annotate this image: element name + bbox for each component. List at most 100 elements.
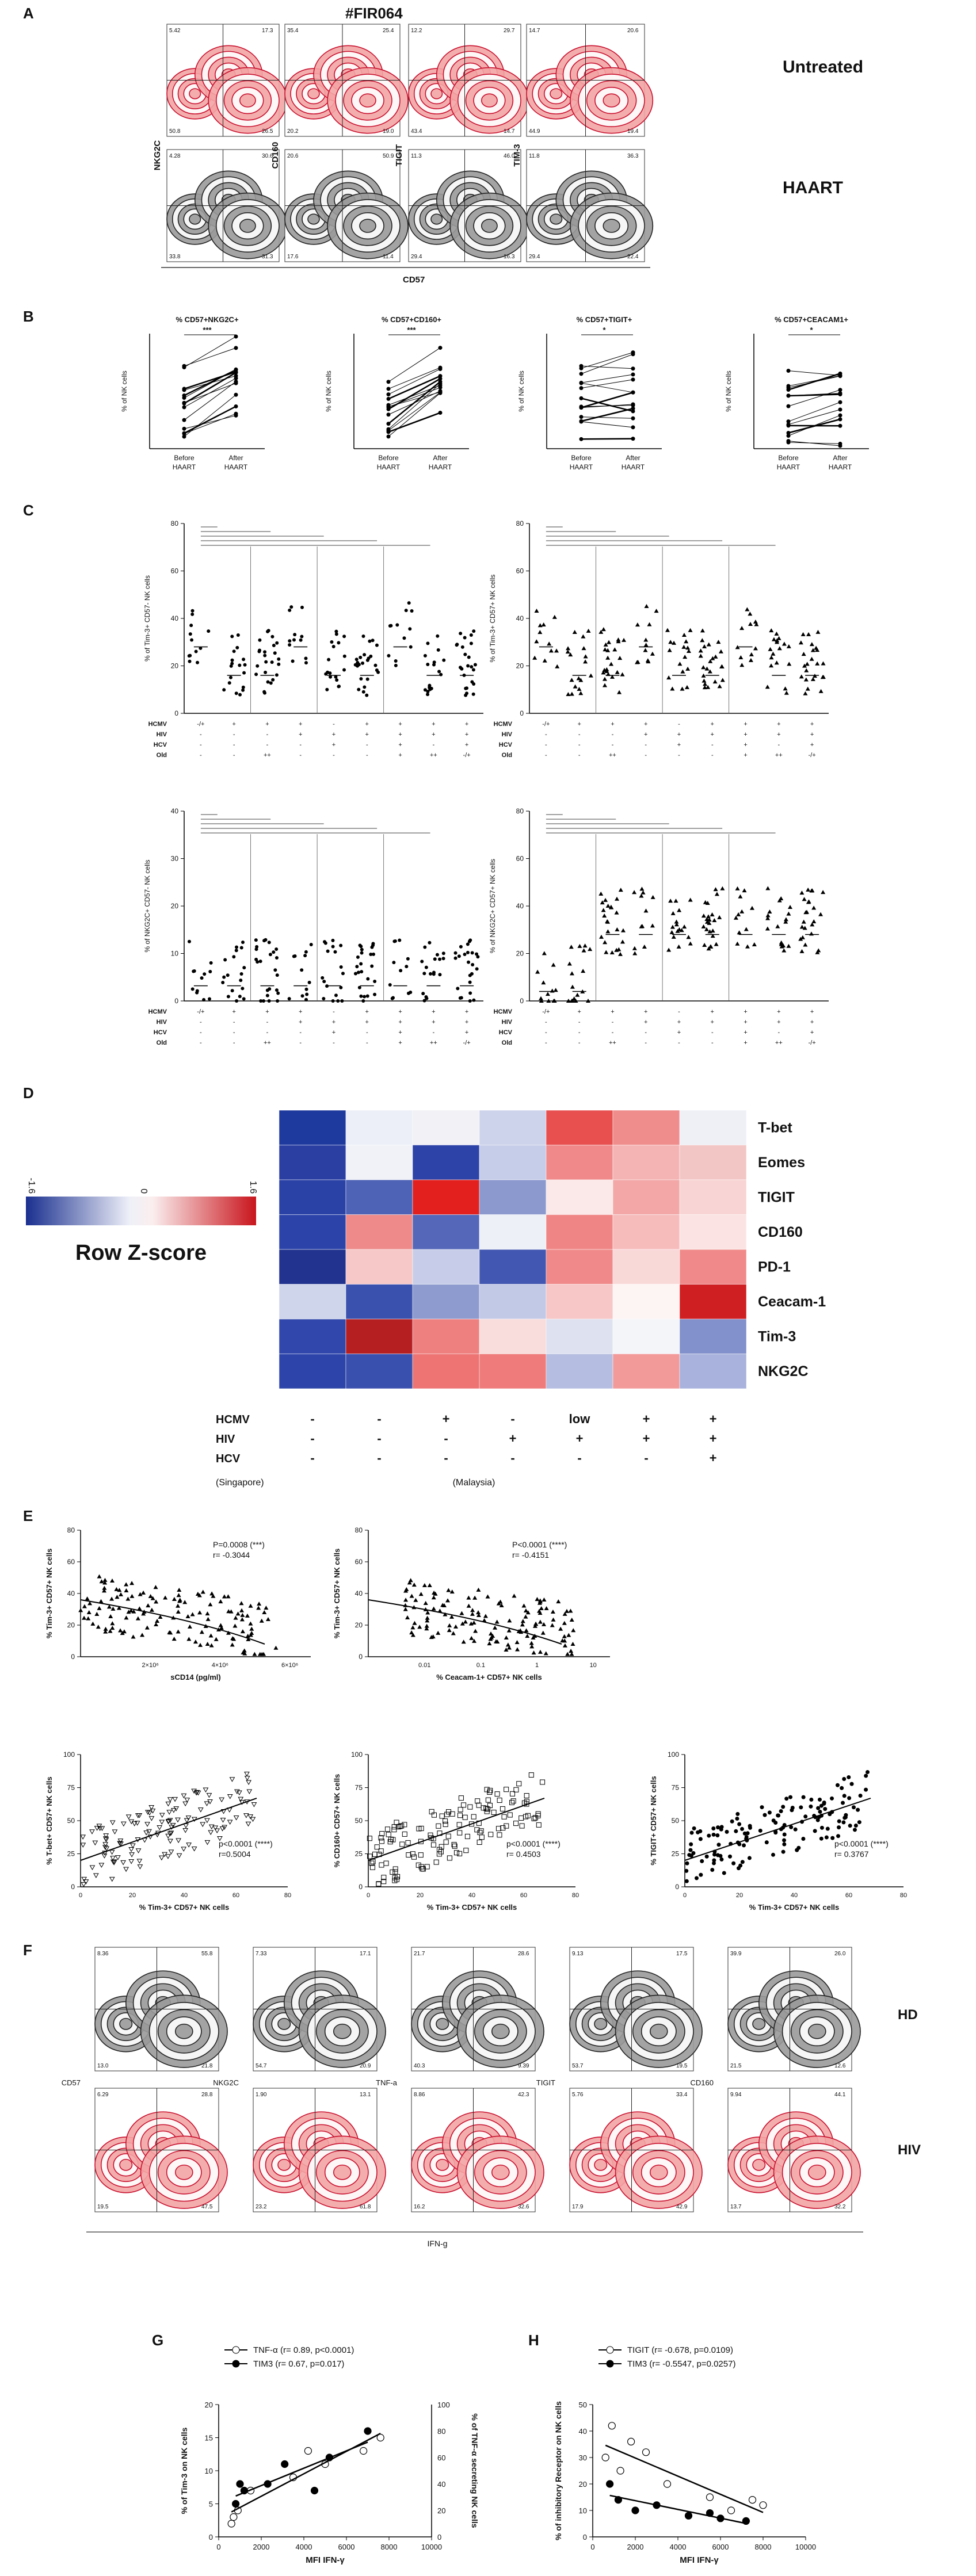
panel-e-point bbox=[372, 1851, 378, 1857]
panel-c-point bbox=[468, 980, 472, 984]
panel-c-point bbox=[289, 605, 293, 609]
panel-c-group-sign: + bbox=[644, 731, 647, 738]
panel-c-point bbox=[821, 890, 826, 895]
panel-c-point bbox=[552, 614, 557, 619]
panel-c-point bbox=[337, 685, 341, 689]
chart-point-tim3 bbox=[364, 2427, 372, 2435]
contour-ring bbox=[119, 2017, 133, 2030]
panel-c-group-sign: - bbox=[299, 752, 302, 759]
panel-c-point bbox=[230, 658, 234, 662]
panel-b-pair-line bbox=[581, 405, 634, 407]
panel-c-point bbox=[470, 951, 474, 955]
panel-e-point bbox=[249, 1626, 254, 1631]
panel-c-point bbox=[460, 645, 464, 649]
panel-c-point bbox=[361, 690, 365, 694]
panel-c-point bbox=[222, 975, 226, 979]
panel-e-point bbox=[96, 1625, 101, 1629]
heatmap-cell bbox=[612, 1284, 680, 1320]
panel-e-point bbox=[392, 1869, 398, 1875]
panel-c-point bbox=[552, 999, 557, 1003]
panel-c-point bbox=[357, 687, 361, 691]
panel-e-point bbox=[412, 1620, 417, 1625]
heatmap-cell bbox=[546, 1110, 613, 1145]
panel-e-point bbox=[497, 1797, 502, 1803]
panel-e-point bbox=[571, 1628, 576, 1633]
heatmap-factor-sign: + bbox=[643, 1412, 650, 1426]
panel-e-point bbox=[447, 1855, 452, 1861]
panel-b-pair-line bbox=[388, 385, 441, 406]
panel-e-point bbox=[166, 1818, 171, 1824]
panel-e-point bbox=[737, 1822, 742, 1826]
panel-e-point bbox=[92, 1840, 98, 1846]
panel-c-group-sign: - bbox=[266, 1019, 269, 1026]
panel-b-point bbox=[631, 416, 635, 421]
panel-e-point bbox=[82, 1615, 87, 1620]
panel-b-pair-line bbox=[788, 393, 841, 396]
panel-c-point bbox=[466, 942, 470, 946]
panel-e-ytick-label: 25 bbox=[355, 1850, 363, 1858]
panel-c-point bbox=[676, 944, 681, 949]
chart-ylabel-right: % of TNF-α secreting NK cells bbox=[470, 2413, 479, 2528]
heatmap-cell bbox=[345, 1318, 413, 1354]
panel-c-point bbox=[804, 668, 809, 672]
panel-c-point bbox=[818, 912, 824, 916]
legend-entry-0: TIGIT (r= -0.678, p=0.0109) bbox=[627, 2345, 733, 2355]
panel-c-point bbox=[783, 686, 788, 691]
panel-e-point bbox=[218, 1599, 223, 1604]
heatmap-row-label: Eomes bbox=[758, 1155, 805, 1171]
panel-c-group-sign: + bbox=[432, 1008, 435, 1015]
panel-c-point bbox=[441, 957, 445, 961]
contour-ring bbox=[491, 2164, 510, 2180]
panel-c-point bbox=[288, 639, 292, 643]
panel-e-point bbox=[531, 1635, 536, 1639]
panel-e-point bbox=[569, 1652, 574, 1656]
panel-c-group-sign: + bbox=[744, 742, 747, 748]
panel-e-point bbox=[182, 1600, 188, 1604]
panel-c-point bbox=[609, 662, 614, 666]
panel-c-point bbox=[572, 630, 577, 635]
panel-e-point bbox=[124, 1615, 129, 1620]
contour-ring bbox=[649, 2164, 668, 2180]
panel-c-point bbox=[745, 944, 750, 949]
panel-e-point bbox=[531, 1816, 537, 1821]
panel-e-point bbox=[138, 1592, 143, 1596]
panel-c-group-sign: - bbox=[578, 1029, 581, 1036]
chart-ytick-label: 20 bbox=[205, 2401, 213, 2409]
panel-f-flow-1-1: 1.90 13.123.2 61.8 bbox=[253, 2088, 386, 2212]
panel-c-point bbox=[554, 648, 559, 653]
panel-e-point bbox=[524, 1628, 529, 1633]
heatmap-cell bbox=[679, 1179, 747, 1215]
panel-c-row-label: Old bbox=[157, 1039, 167, 1046]
panel-b-pair-line bbox=[388, 392, 441, 431]
panel-c-point bbox=[801, 919, 806, 924]
panel-f-row-hiv: HIV bbox=[898, 2142, 921, 2158]
panel-c-point bbox=[617, 690, 622, 694]
panel-c-point bbox=[704, 919, 710, 924]
panel-e-point bbox=[97, 1606, 102, 1610]
panel-e-point bbox=[457, 1830, 463, 1836]
panel-c-group-sign: + bbox=[398, 742, 402, 748]
panel-c-point bbox=[426, 641, 430, 645]
contour-ring bbox=[174, 2164, 193, 2180]
panel-c-group-sign: + bbox=[432, 721, 435, 728]
panel-b-point bbox=[386, 422, 391, 426]
panel-c-point bbox=[387, 653, 391, 658]
panel-e-pvalue: P=0.0008 (***) bbox=[213, 1540, 265, 1549]
panel-c-ytick-label: 60 bbox=[516, 855, 524, 863]
panel-c-point bbox=[748, 611, 753, 616]
panel-c-point bbox=[702, 644, 707, 649]
panel-e-point bbox=[856, 1807, 860, 1812]
panel-c-point bbox=[738, 894, 743, 899]
panel-e-point bbox=[102, 1588, 107, 1593]
panel-c-point bbox=[300, 994, 304, 998]
chart-ylabel: % of Tim-3 on NK cells bbox=[180, 2427, 189, 2514]
panel-e-point bbox=[711, 1861, 716, 1866]
panel-c-point bbox=[333, 950, 337, 954]
panel-e-point bbox=[182, 1801, 188, 1807]
panel-e-point bbox=[523, 1614, 528, 1619]
panel-e-point bbox=[177, 1588, 182, 1592]
panel-b-point bbox=[438, 411, 443, 415]
panel-e-point bbox=[842, 1777, 847, 1782]
panel-e-point bbox=[117, 1841, 123, 1846]
panel-c-point bbox=[670, 686, 675, 691]
